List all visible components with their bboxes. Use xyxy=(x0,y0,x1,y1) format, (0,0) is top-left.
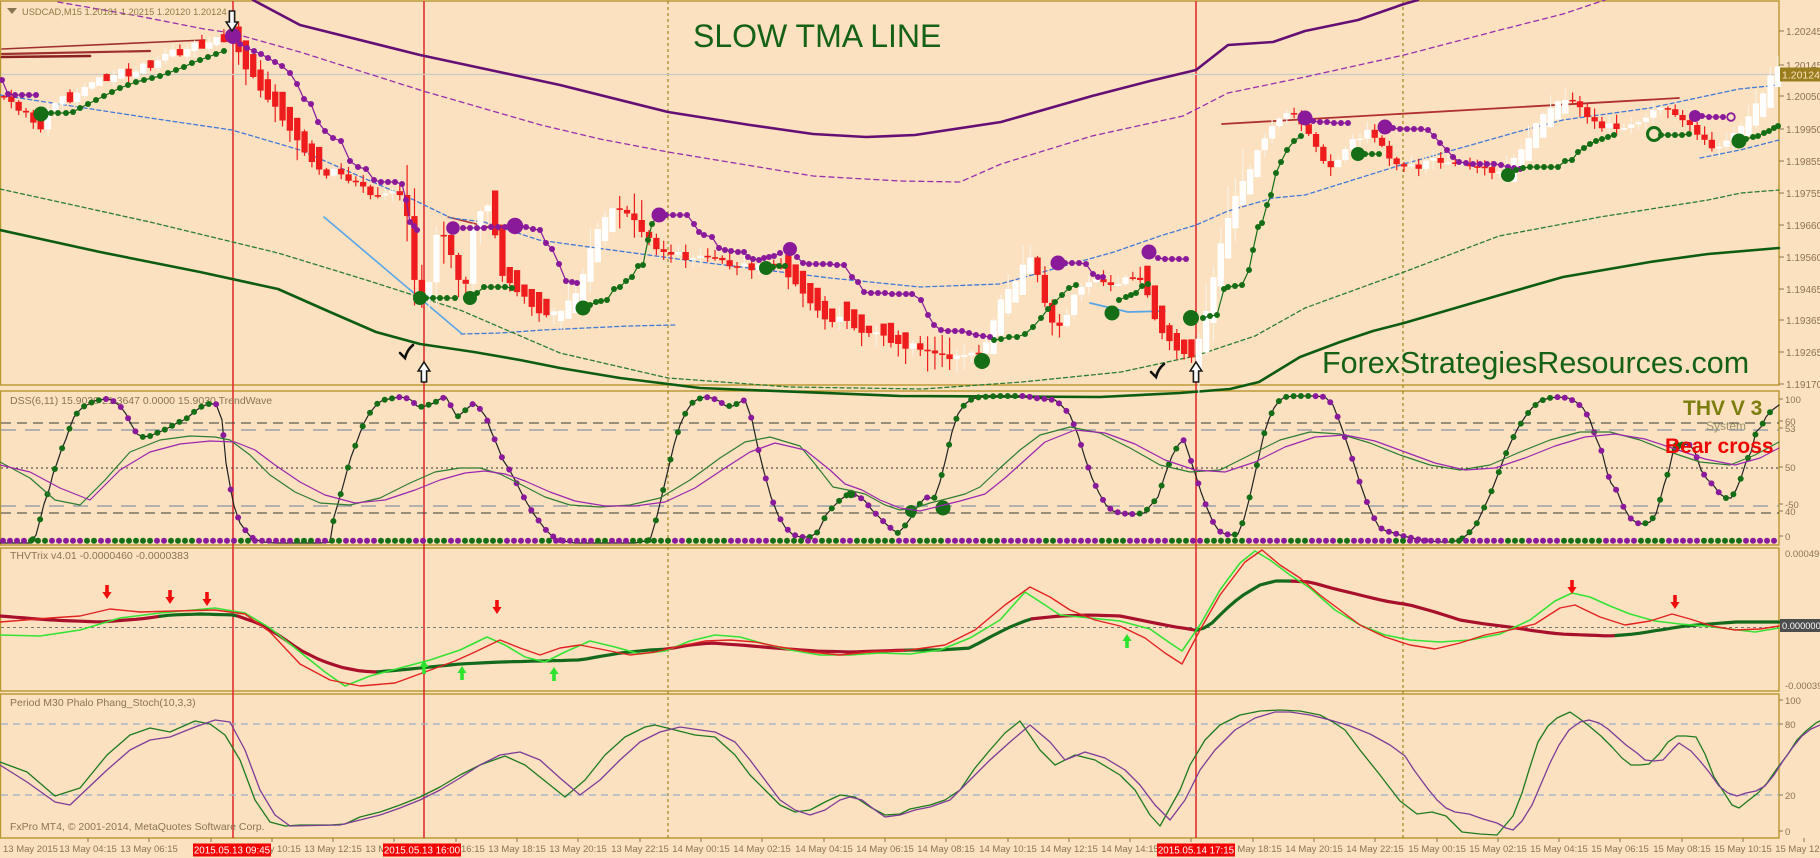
svg-text:13 May 04:15: 13 May 04:15 xyxy=(59,844,117,855)
svg-text:15 May 12:15: 15 May 12:15 xyxy=(1775,844,1820,855)
svg-text:1.19950: 1.19950 xyxy=(1786,125,1820,136)
svg-text:13 May 12:15: 13 May 12:15 xyxy=(304,844,362,855)
svg-text:60: 60 xyxy=(1785,417,1796,428)
svg-text:100: 100 xyxy=(1785,395,1801,406)
svg-text:0.000000: 0.000000 xyxy=(1782,621,1820,631)
svg-text:0: 0 xyxy=(1785,827,1790,838)
svg-text:ForexStrategiesResources.com: ForexStrategiesResources.com xyxy=(1322,346,1749,380)
svg-text:-0.000391: -0.000391 xyxy=(1785,681,1820,692)
svg-text:14 May 12:15: 14 May 12:15 xyxy=(1040,844,1098,855)
svg-text:15 May 08:15: 15 May 08:15 xyxy=(1653,844,1711,855)
svg-text:1.20245: 1.20245 xyxy=(1786,27,1820,38)
svg-text:15 May 06:15: 15 May 06:15 xyxy=(1591,844,1649,855)
svg-text:20: 20 xyxy=(1785,791,1796,802)
svg-text:1.19855: 1.19855 xyxy=(1786,157,1820,168)
svg-text:13 May 10:15: 13 May 10:15 xyxy=(243,844,301,855)
svg-text:100: 100 xyxy=(1785,696,1801,707)
svg-text:1.20124: 1.20124 xyxy=(1782,70,1820,82)
svg-text:THVTrix v4.01 -0.0000460 -0.00: THVTrix v4.01 -0.0000460 -0.0000383 xyxy=(10,550,189,562)
svg-text:1.19465: 1.19465 xyxy=(1786,285,1820,296)
svg-text:0.000496: 0.000496 xyxy=(1785,549,1820,560)
svg-text:DSS(6,11) 15.9030 21.3647 0.00: DSS(6,11) 15.9030 21.3647 0.0000 15.9030… xyxy=(10,395,272,407)
svg-text:2015.05.14 17:15: 2015.05.14 17:15 xyxy=(1158,846,1235,857)
svg-text:15 May 00:15: 15 May 00:15 xyxy=(1408,844,1466,855)
svg-text:15 May 02:15: 15 May 02:15 xyxy=(1469,844,1527,855)
svg-text:System: System xyxy=(1706,419,1746,433)
svg-text:THV V 3: THV V 3 xyxy=(1683,397,1762,420)
svg-text:80: 80 xyxy=(1785,720,1796,731)
svg-text:1.19365: 1.19365 xyxy=(1786,316,1820,327)
svg-text:13 May 06:15: 13 May 06:15 xyxy=(120,844,178,855)
svg-text:SLOW TMA LINE: SLOW TMA LINE xyxy=(693,18,941,54)
svg-text:14 May 04:15: 14 May 04:15 xyxy=(795,844,853,855)
svg-text:1.20050: 1.20050 xyxy=(1786,92,1820,103)
svg-text:FxPro MT4, © 2001-2014, MetaQu: FxPro MT4, © 2001-2014, MetaQuotes Softw… xyxy=(10,821,265,833)
svg-text:15 May 04:15: 15 May 04:15 xyxy=(1530,844,1588,855)
svg-text:14 May 22:15: 14 May 22:15 xyxy=(1346,844,1404,855)
svg-text:1.20145: 1.20145 xyxy=(1786,61,1820,72)
svg-text:14 May 10:15: 14 May 10:15 xyxy=(979,844,1037,855)
svg-text:USDCAD,M15 1.20181 1.20215 1.: USDCAD,M15 1.20181 1.20215 1.20120 1.201… xyxy=(22,7,227,17)
svg-text:14 May 14:15: 14 May 14:15 xyxy=(1101,844,1159,855)
svg-text:1.19560: 1.19560 xyxy=(1786,253,1820,264)
svg-text:13 May 22:15: 13 May 22:15 xyxy=(611,844,669,855)
svg-text:Bear cross: Bear cross xyxy=(1665,435,1774,458)
svg-text:40: 40 xyxy=(1785,507,1796,518)
svg-text:14 May 08:15: 14 May 08:15 xyxy=(917,844,975,855)
svg-text:14 May 06:15: 14 May 06:15 xyxy=(856,844,914,855)
svg-text:13 May 20:15: 13 May 20:15 xyxy=(549,844,607,855)
svg-text:15 May 10:15: 15 May 10:15 xyxy=(1714,844,1772,855)
svg-text:14 May 00:15: 14 May 00:15 xyxy=(672,844,730,855)
svg-text:14 May 18:15: 14 May 18:15 xyxy=(1224,844,1282,855)
svg-text:13 May 18:15: 13 May 18:15 xyxy=(488,844,546,855)
svg-text:0: 0 xyxy=(1785,532,1790,543)
svg-text:13 May 2015: 13 May 2015 xyxy=(3,844,58,855)
svg-text:2015.05.13 09:45: 2015.05.13 09:45 xyxy=(194,846,271,857)
svg-text:1.19170: 1.19170 xyxy=(1786,380,1820,391)
svg-text:14 May 20:15: 14 May 20:15 xyxy=(1285,844,1343,855)
svg-text:-50: -50 xyxy=(1785,500,1799,511)
svg-text:Period M30 Phalo Phang_Stoch(1: Period M30 Phalo Phang_Stoch(10,3,3) xyxy=(10,697,196,709)
svg-text:2015.05.13 16:00: 2015.05.13 16:00 xyxy=(384,846,461,857)
svg-text:50: 50 xyxy=(1785,463,1796,474)
svg-text:1.19265: 1.19265 xyxy=(1786,348,1820,359)
svg-text:1.19755: 1.19755 xyxy=(1786,189,1820,200)
svg-text:1.19660: 1.19660 xyxy=(1786,221,1820,232)
svg-text:14 May 02:15: 14 May 02:15 xyxy=(733,844,791,855)
svg-text:53: 53 xyxy=(1785,424,1796,435)
